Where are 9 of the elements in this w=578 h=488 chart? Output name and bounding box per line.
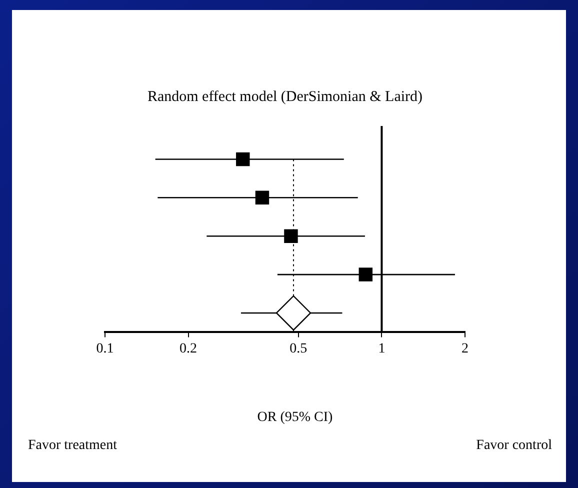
chart-title: Random effect model (DerSimonian & Laird) <box>147 88 423 105</box>
x-axis-title: OR (95% CI) <box>257 410 334 425</box>
x-tick-label: 0.5 <box>290 341 308 356</box>
text: Favor treatment <box>28 438 118 453</box>
x-tick-label: 0.2 <box>180 341 198 356</box>
x-tick-label: 2 <box>462 341 468 356</box>
text: Favor control <box>476 438 552 453</box>
x-tick-label: 0.1 <box>96 341 114 356</box>
x-tick-label: 1 <box>378 341 386 356</box>
